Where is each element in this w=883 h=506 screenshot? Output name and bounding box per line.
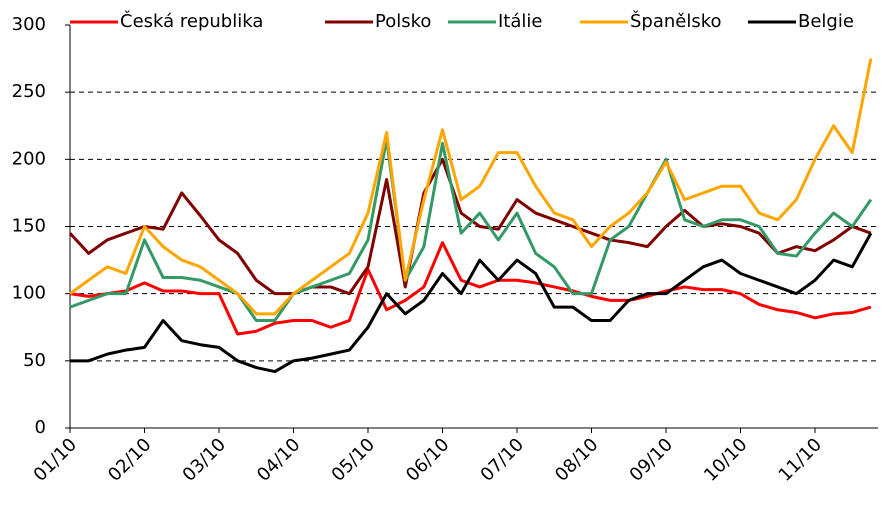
x-tick-label: 11/10 (775, 434, 827, 486)
x-tick-label: 09/10 (626, 434, 678, 486)
x-tick-label: 03/10 (179, 434, 231, 486)
y-tick-label: 300 (12, 14, 46, 35)
y-tick-label: 100 (12, 283, 46, 304)
series-line (69, 58, 873, 316)
x-tick-label: 10/10 (700, 434, 752, 486)
y-tick-label: 250 (12, 81, 46, 102)
series-line (69, 137, 873, 323)
x-tick-label: 02/10 (104, 434, 156, 486)
y-tick-label: 200 (12, 148, 46, 169)
legend-label: Itálie (498, 11, 542, 32)
x-tick-label: 01/10 (30, 434, 82, 486)
x-tick-label: 07/10 (477, 434, 529, 486)
y-tick-label: 150 (12, 216, 46, 237)
legend-label: Španělsko (630, 10, 722, 32)
series-line (69, 241, 872, 336)
series-line (68, 157, 872, 296)
legend-label: Česká republika (120, 10, 263, 32)
legend-label: Belgie (798, 11, 854, 32)
x-tick-label: 05/10 (328, 434, 380, 486)
y-tick-label: 0 (35, 417, 46, 438)
x-tick-label: 06/10 (402, 434, 454, 486)
x-tick-label: 08/10 (551, 434, 603, 486)
legend-label: Polsko (375, 11, 431, 32)
y-tick-label: 50 (23, 350, 46, 371)
x-tick-label: 04/10 (253, 434, 305, 486)
series-line (70, 232, 873, 374)
